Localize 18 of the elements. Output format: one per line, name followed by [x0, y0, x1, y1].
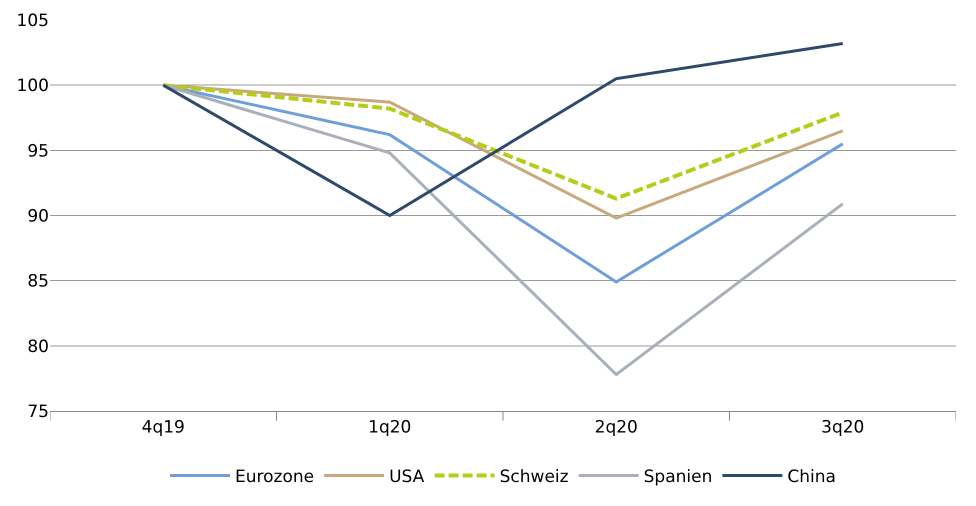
line-series: [162, 42, 844, 217]
legend-label: Schweiz: [500, 467, 569, 488]
x-tick-label: 3q20: [821, 417, 864, 438]
x-tick-label: 4q19: [142, 417, 185, 438]
line-series: [162, 84, 844, 376]
legend-label: USA: [389, 467, 425, 488]
y-tick-label: 100: [16, 76, 49, 96]
x-tick-label: 1q20: [368, 417, 412, 438]
y-tick-label: 105: [16, 10, 49, 31]
y-tick-label: 80: [27, 336, 49, 357]
x-tick-label: 2q20: [594, 417, 638, 438]
y-tick-label: 95: [27, 141, 49, 162]
y-tick-label: 85: [27, 272, 49, 292]
legend-label: Spanien: [644, 467, 712, 488]
legend-label: Eurozone: [235, 467, 314, 488]
y-tick-label: 75: [27, 402, 49, 422]
legend-label: China: [787, 467, 836, 488]
y-tick-label: 90: [27, 206, 49, 226]
